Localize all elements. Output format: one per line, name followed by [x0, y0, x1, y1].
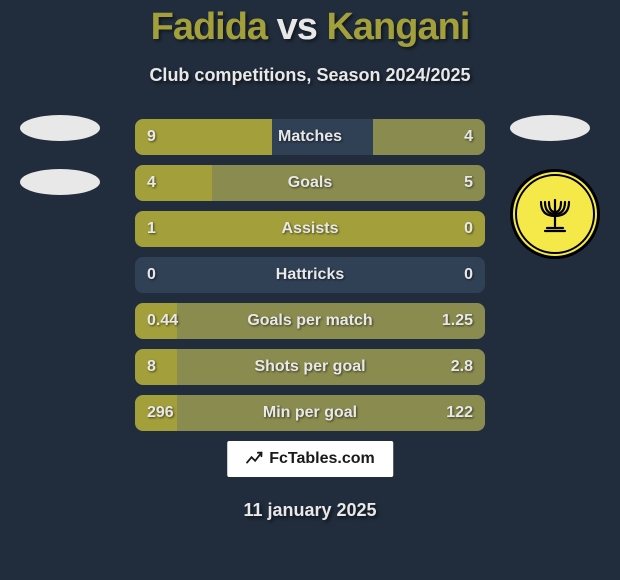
metric-left-value: 296	[147, 404, 174, 422]
date: 11 january 2025	[243, 500, 376, 521]
chart-icon	[245, 450, 263, 468]
player1-name: Fadida	[151, 6, 267, 48]
subtitle: Club competitions, Season 2024/2025	[0, 65, 620, 86]
site-name: FcTables.com	[269, 450, 375, 468]
menorah-icon	[535, 194, 575, 234]
metric-label: Goals per match	[247, 312, 372, 330]
metric-bar-right	[212, 165, 485, 201]
metric-label: Min per goal	[263, 404, 357, 422]
player2-avatar-placeholder	[510, 115, 590, 141]
metric-right-value: 0	[464, 220, 473, 238]
player1-avatar-placeholder	[20, 115, 100, 141]
right-avatars	[510, 115, 600, 259]
metric-label: Shots per goal	[254, 358, 365, 376]
metric-label: Assists	[282, 220, 339, 238]
metric-row: 296 Min per goal 122	[135, 395, 485, 431]
player2-club-badge	[510, 169, 600, 259]
metric-right-value: 4	[464, 128, 473, 146]
metric-row: 0.44 Goals per match 1.25	[135, 303, 485, 339]
metric-row: 8 Shots per goal 2.8	[135, 349, 485, 385]
metric-left-value: 1	[147, 220, 156, 238]
metric-right-value: 1.25	[442, 312, 473, 330]
metric-right-value: 122	[446, 404, 473, 422]
left-avatars	[20, 115, 100, 223]
metric-left-value: 0.44	[147, 312, 178, 330]
metric-right-value: 2.8	[451, 358, 473, 376]
site-logo[interactable]: FcTables.com	[227, 441, 393, 477]
metric-left-value: 0	[147, 266, 156, 284]
metric-row: 9 Matches 4	[135, 119, 485, 155]
metric-label: Matches	[278, 128, 342, 146]
metric-row: 1 Assists 0	[135, 211, 485, 247]
metric-left-value: 8	[147, 358, 156, 376]
player2-name: Kangani	[326, 6, 469, 48]
metric-label: Goals	[288, 174, 332, 192]
metric-left-value: 9	[147, 128, 156, 146]
metrics-container: 9 Matches 4 4 Goals 5 1 Assists 0 0 Hatt…	[135, 119, 485, 441]
metric-right-value: 0	[464, 266, 473, 284]
metric-label: Hattricks	[276, 266, 344, 284]
metric-left-value: 4	[147, 174, 156, 192]
player1-club-placeholder	[20, 169, 100, 195]
metric-row: 4 Goals 5	[135, 165, 485, 201]
vs-text: vs	[277, 6, 317, 48]
metric-row: 0 Hattricks 0	[135, 257, 485, 293]
comparison-title: Fadida vs Kangani	[0, 0, 620, 49]
metric-bar-left	[135, 349, 177, 385]
metric-right-value: 5	[464, 174, 473, 192]
